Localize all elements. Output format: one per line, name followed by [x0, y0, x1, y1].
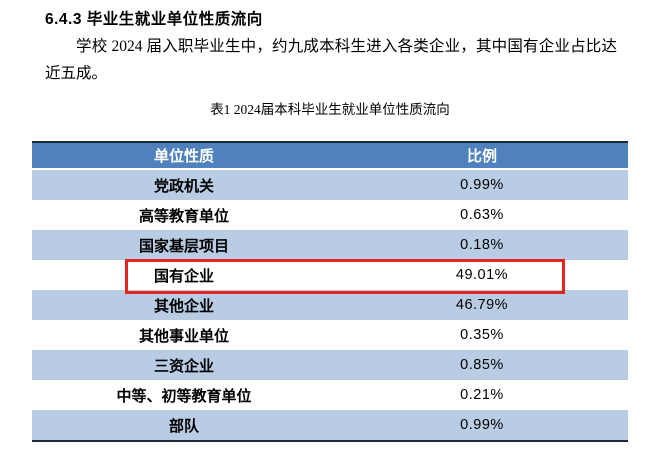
table-row: 高等教育单位 0.63%: [32, 200, 628, 230]
section-heading: 6.4.3 毕业生就业单位性质流向: [45, 11, 263, 28]
table-caption: 表1 2024届本科毕业生就业单位性质流向: [210, 102, 450, 117]
table-row: 其他企业 46.79%: [32, 290, 628, 320]
unit-type-cell: 其他企业: [153, 297, 214, 315]
ratio-cell: 0.35%: [460, 327, 504, 343]
unit-type-cell: 国家基层项目: [138, 237, 229, 255]
ratio-cell: 49.01%: [455, 267, 509, 283]
unit-type-cell: 三资企业: [153, 357, 214, 375]
table-row: 中等、初等教育单位 0.21%: [32, 380, 628, 410]
employment-unit-table: 单位性质 比例 党政机关 0.99% 高等教育单位 0.63% 国家基层项目 0.18% 国…: [32, 141, 628, 442]
ratio-cell: 46.79%: [455, 297, 509, 313]
ratio-cell: 0.63%: [460, 207, 504, 223]
table-row: 党政机关 0.99%: [32, 170, 628, 200]
column-header-unit-type: 单位性质: [153, 148, 214, 165]
ratio-cell: 0.18%: [460, 237, 504, 253]
ratio-cell: 0.85%: [460, 357, 504, 373]
column-header-ratio: 比例: [466, 148, 497, 165]
ratio-cell: 0.21%: [460, 387, 504, 403]
table-row: 国有企业 49.01%: [32, 260, 628, 290]
table-header-row: 单位性质 比例: [32, 143, 628, 170]
table-row: 国家基层项目 0.18%: [32, 230, 628, 260]
unit-type-cell: 党政机关: [153, 177, 214, 195]
unit-type-cell: 部队: [168, 417, 199, 435]
unit-type-cell: 高等教育单位: [138, 207, 229, 225]
unit-type-cell: 中等、初等教育单位: [116, 387, 252, 405]
ratio-cell: 0.99%: [460, 417, 504, 433]
table-row: 三资企业 0.85%: [32, 350, 628, 380]
unit-type-cell: 国有企业: [153, 267, 214, 285]
table-row: 其他事业单位 0.35%: [32, 320, 628, 350]
body-paragraph: 学校 2024 届入职毕业生中，约九成本科生进入各类企业，其中国有企业占比达近五…: [45, 38, 617, 82]
table-row: 部队 0.99%: [32, 410, 628, 440]
unit-type-cell: 其他事业单位: [138, 327, 229, 345]
table-body: 党政机关 0.99% 高等教育单位 0.63% 国家基层项目 0.18% 国有企业 49.01…: [32, 170, 628, 440]
ratio-cell: 0.99%: [460, 177, 504, 193]
